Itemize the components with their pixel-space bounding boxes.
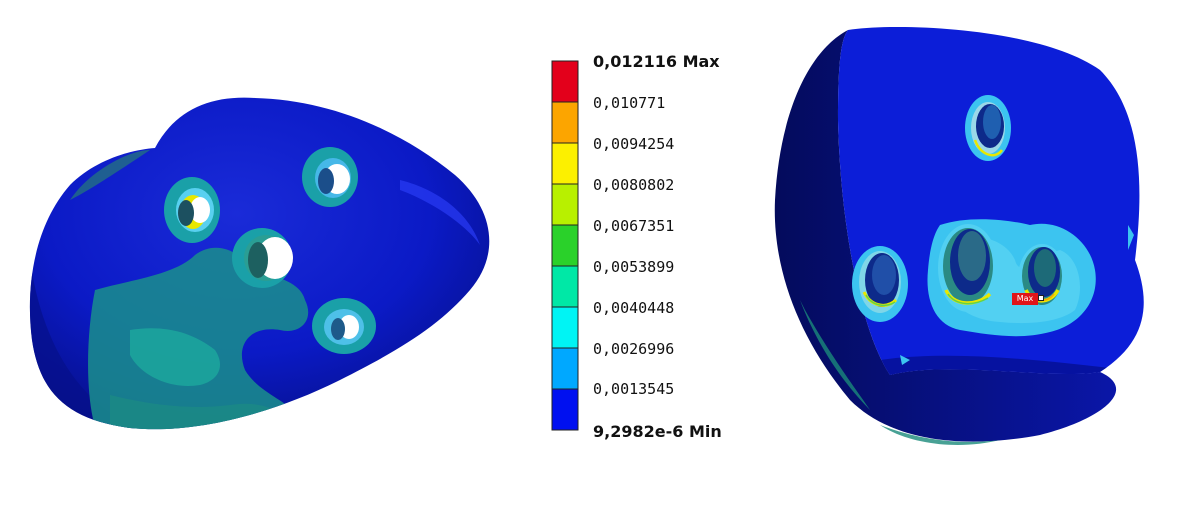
legend-tick-label: 0,0013545 [593, 380, 675, 398]
legend-band [551, 224, 579, 267]
color-legend [551, 60, 579, 431]
left-hole-1 [164, 177, 220, 243]
right-hole-left [852, 246, 908, 322]
right-edge-cyan-mark [1128, 225, 1134, 250]
right-hole-top [965, 95, 1011, 161]
legend-band [551, 142, 579, 185]
legend-band [551, 306, 579, 349]
legend-band [551, 183, 579, 226]
legend-band [551, 101, 579, 144]
max-marker-point [1038, 295, 1044, 301]
legend-tick-label: 0,0080802 [593, 176, 675, 194]
left-part-view [29, 97, 490, 430]
left-hole-3 [232, 228, 293, 288]
right-part-view [774, 26, 1144, 445]
legend-max-label: 0,012116 Max [593, 52, 720, 71]
legend-band [551, 347, 579, 390]
legend-min-label: 9,2982e-6 Min [593, 422, 722, 441]
legend-tick-label: 0,0040448 [593, 299, 675, 317]
right-hole-center [938, 224, 998, 312]
legend-band [551, 388, 579, 431]
right-part-side [774, 30, 1117, 442]
legend-band [551, 60, 579, 103]
left-hole-2 [302, 147, 358, 207]
max-marker-label: Max [1012, 293, 1038, 305]
legend-band [551, 265, 579, 308]
legend-tick-label: 0,0053899 [593, 258, 675, 276]
left-highlight [400, 180, 480, 245]
right-edge-cyan-mark-2 [900, 355, 910, 365]
left-part-shadow-top [70, 150, 150, 200]
legend-tick-label: 0,0094254 [593, 135, 675, 153]
left-teal-region-inner [130, 328, 220, 386]
legend-tick-label: 0,0026996 [593, 340, 675, 358]
left-hole-4 [312, 298, 376, 354]
legend-tick-label: 0,0067351 [593, 217, 675, 235]
right-bottom-teal [880, 425, 1000, 445]
legend-tick-label: 0,010771 [593, 94, 666, 112]
